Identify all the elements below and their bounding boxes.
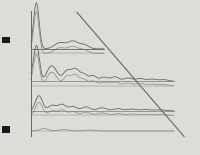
FancyBboxPatch shape	[2, 37, 10, 43]
FancyBboxPatch shape	[2, 126, 10, 133]
